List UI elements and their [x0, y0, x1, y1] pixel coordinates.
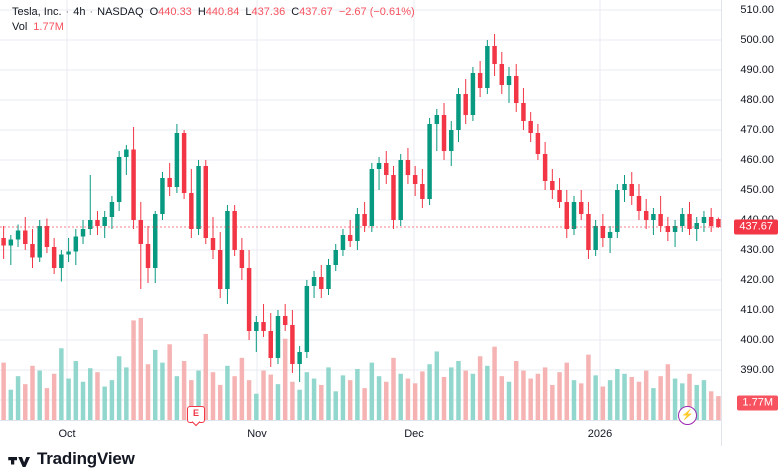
legend-line-ohlc: Tesla, Inc. · 4h · NASDAQ O440.33 H440.84 L437.… — [12, 5, 415, 20]
price-axis-tick: 500.00 — [740, 34, 774, 46]
legend-open-value: 440.33 — [158, 6, 192, 18]
price-axis-tick: 490.00 — [740, 64, 774, 76]
time-axis-tick: Dec — [404, 428, 424, 440]
price-axis-tick: 510.00 — [740, 4, 774, 16]
legend-symbol[interactable]: Tesla, Inc. — [12, 6, 62, 18]
time-axis-tick: Nov — [247, 428, 267, 440]
chart-legend: Tesla, Inc. · 4h · NASDAQ O440.33 H440.84 L437.… — [12, 5, 415, 35]
legend-sep-1: · — [65, 6, 70, 18]
legend-close-value: 437.67 — [299, 6, 333, 18]
tradingview-logo[interactable]: TradingView — [8, 449, 135, 469]
price-axis-tick: 430.00 — [740, 244, 774, 256]
earnings-badge-label: E — [187, 406, 205, 423]
tradingview-wordmark: TradingView — [37, 449, 135, 468]
price-axis-tick: 450.00 — [740, 184, 774, 196]
time-axis[interactable]: Oct Nov Dec 2026 — [0, 420, 722, 446]
price-axis-tick: 390.00 — [740, 364, 774, 376]
price-axis-tick: 470.00 — [740, 124, 774, 136]
price-volume-plot — [0, 0, 722, 420]
price-axis-tick: 420.00 — [740, 274, 774, 286]
price-axis-tick: 410.00 — [740, 304, 774, 316]
legend-close-key: C — [291, 6, 300, 18]
price-axis-tick: 480.00 — [740, 94, 774, 106]
legend-open-key: O — [149, 6, 159, 18]
time-axis-tick: 2026 — [587, 428, 613, 440]
legend-line-volume: Vol 1.77M — [12, 20, 415, 35]
price-axis[interactable]: 510.00 500.00 490.00 480.00 470.00 460.00 450.… — [721, 0, 780, 445]
last-price-badge: 437.67 — [734, 219, 778, 235]
price-axis-tick: 400.00 — [740, 334, 774, 346]
legend-interval[interactable]: 4h — [73, 6, 86, 18]
chart-pane[interactable] — [0, 0, 722, 445]
volume-badge: 1.77M — [737, 395, 778, 411]
legend-low-key: L — [245, 6, 252, 18]
price-axis-tick: 460.00 — [740, 154, 774, 166]
legend-exchange: NASDAQ — [97, 6, 144, 18]
time-axis-tick: Oct — [58, 428, 76, 440]
legend-sep-2: · — [89, 6, 94, 18]
tradingview-mark-icon — [8, 456, 30, 467]
legend-low-value: 437.36 — [251, 6, 286, 18]
legend-high-value: 440.84 — [205, 6, 240, 18]
legend-high-key: H — [197, 6, 206, 18]
bolt-icon: ⚡ — [678, 406, 697, 425]
legend-change: −2.67 (−0.61%) — [338, 6, 415, 18]
event-marker[interactable]: ⚡ — [678, 406, 697, 425]
legend-volume-label: Vol — [12, 21, 28, 33]
legend-volume-value: 1.77M — [33, 21, 64, 33]
earnings-marker[interactable]: E — [187, 406, 205, 423]
